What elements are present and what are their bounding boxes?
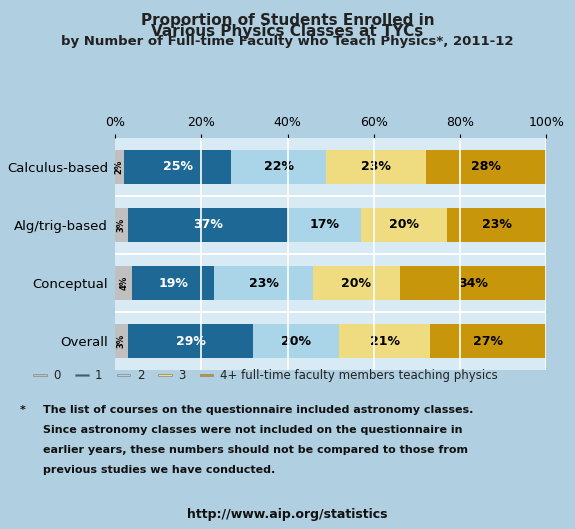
Text: Various Physics Classes at TYCs: Various Physics Classes at TYCs	[151, 24, 424, 39]
Bar	[158, 375, 172, 376]
Bar	[361, 208, 447, 242]
Bar	[128, 208, 288, 242]
Text: 29%: 29%	[175, 335, 205, 348]
Bar	[430, 324, 546, 358]
Text: 4%: 4%	[119, 276, 128, 290]
Text: 2%: 2%	[115, 160, 124, 174]
Bar	[117, 375, 130, 376]
Bar	[426, 150, 546, 184]
Text: earlier years, these numbers should not be compared to those from: earlier years, these numbers should not …	[43, 445, 468, 455]
Bar	[75, 375, 89, 376]
Text: 3: 3	[178, 369, 186, 382]
Bar	[115, 324, 128, 358]
Text: 19%: 19%	[158, 277, 188, 289]
Text: 27%: 27%	[473, 335, 503, 348]
Text: 23%: 23%	[249, 277, 279, 289]
Text: 37%: 37%	[193, 218, 223, 231]
Bar	[288, 208, 361, 242]
Text: by Number of Full-time Faculty who Teach Physics*, 2011-12: by Number of Full-time Faculty who Teach…	[62, 35, 513, 49]
Bar	[33, 375, 47, 376]
Text: 23%: 23%	[361, 160, 391, 173]
Bar	[124, 150, 231, 184]
Text: 20%: 20%	[389, 218, 419, 231]
Bar	[214, 266, 313, 300]
Text: 20%: 20%	[281, 335, 311, 348]
Text: The list of courses on the questionnaire included astronomy classes.: The list of courses on the questionnaire…	[43, 405, 473, 415]
Text: 1: 1	[95, 369, 102, 382]
Text: *: *	[20, 405, 26, 415]
Bar	[313, 266, 400, 300]
Bar	[447, 208, 546, 242]
Bar	[327, 150, 426, 184]
Text: 20%: 20%	[342, 277, 371, 289]
Bar	[339, 324, 430, 358]
Bar	[115, 208, 128, 242]
Bar	[400, 266, 546, 300]
Text: 34%: 34%	[458, 277, 488, 289]
Text: Since astronomy classes were not included on the questionnaire in: Since astronomy classes were not include…	[43, 425, 463, 435]
Bar	[128, 324, 253, 358]
Text: 2: 2	[137, 369, 144, 382]
Text: 3%: 3%	[117, 334, 126, 348]
Text: 21%: 21%	[370, 335, 400, 348]
Text: 22%: 22%	[264, 160, 294, 173]
Bar	[115, 266, 132, 300]
Bar	[231, 150, 327, 184]
Text: 25%: 25%	[163, 160, 193, 173]
Text: 17%: 17%	[309, 218, 339, 231]
Bar	[200, 375, 213, 376]
Bar	[132, 266, 214, 300]
Text: 3%: 3%	[117, 218, 126, 232]
Text: Proportion of Students Enrolled in: Proportion of Students Enrolled in	[141, 13, 434, 28]
Text: 28%: 28%	[471, 160, 501, 173]
Text: 4+ full-time faculty members teaching physics: 4+ full-time faculty members teaching ph…	[220, 369, 498, 382]
Text: 23%: 23%	[482, 218, 512, 231]
Bar	[115, 150, 124, 184]
Text: http://www.aip.org/statistics: http://www.aip.org/statistics	[187, 508, 388, 521]
Text: 0: 0	[53, 369, 61, 382]
Bar	[253, 324, 339, 358]
Text: previous studies we have conducted.: previous studies we have conducted.	[43, 465, 275, 475]
